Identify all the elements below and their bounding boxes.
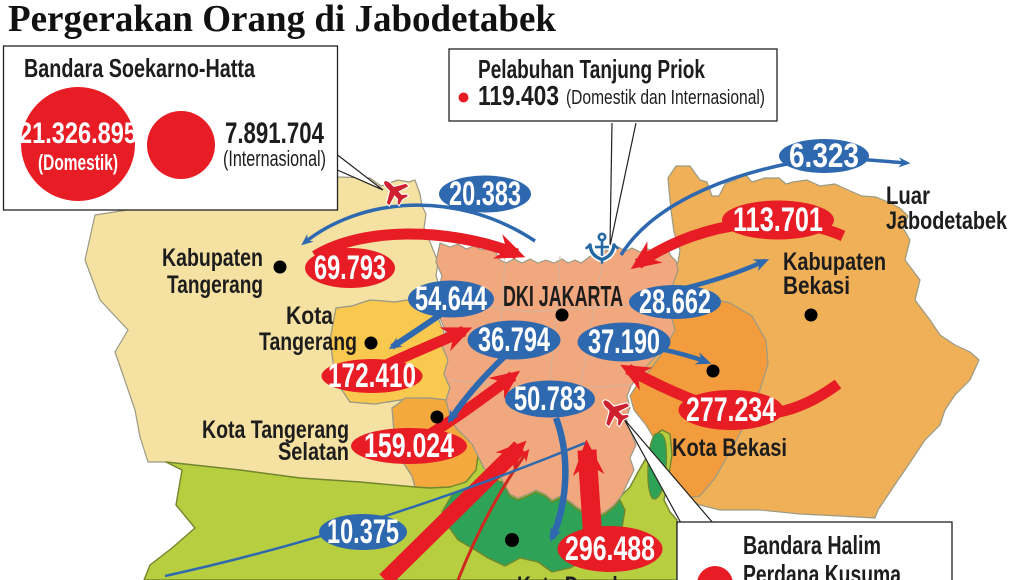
svg-text:Pelabuhan Tanjung Priok: Pelabuhan Tanjung Priok	[478, 54, 705, 84]
svg-text:Pergerakan Orang di Jabodetabe: Pergerakan Orang di Jabodetabek	[8, 0, 557, 40]
svg-text:(Internasional): (Internasional)	[223, 146, 326, 171]
svg-text:Kabupaten: Kabupaten	[783, 248, 886, 276]
svg-text:69.793: 69.793	[314, 249, 386, 287]
svg-text:Kota Bekasi: Kota Bekasi	[672, 434, 787, 462]
svg-text:Kota Tangerang: Kota Tangerang	[202, 416, 349, 444]
svg-text:Luar: Luar	[886, 182, 930, 210]
svg-text:36.794: 36.794	[478, 321, 550, 359]
svg-text:Tangerang: Tangerang	[167, 271, 263, 299]
svg-text:50.783: 50.783	[514, 380, 586, 418]
svg-text:6.323: 6.323	[789, 137, 859, 175]
svg-text:(Domestik): (Domestik)	[38, 150, 118, 175]
svg-text:Selatan: Selatan	[278, 438, 349, 466]
svg-text:113.701: 113.701	[733, 201, 823, 239]
svg-text:296.488: 296.488	[565, 530, 655, 568]
svg-text:Perdana Kusuma: Perdana Kusuma	[743, 559, 901, 580]
svg-text:(Domestik dan Internasional): (Domestik dan Internasional)	[566, 87, 765, 109]
svg-text:10.375: 10.375	[327, 513, 399, 551]
svg-text:Bandara Halim: Bandara Halim	[743, 530, 881, 560]
svg-text:159.024: 159.024	[364, 427, 454, 465]
svg-text:Jabodetabek: Jabodetabek	[886, 207, 1007, 235]
svg-text:Kabupaten: Kabupaten	[162, 244, 263, 272]
svg-text:119.403: 119.403	[478, 80, 559, 111]
svg-text:Bandara Soekarno-Hatta: Bandara Soekarno-Hatta	[24, 53, 255, 83]
svg-text:21.326.895: 21.326.895	[19, 117, 137, 150]
svg-text:28.662: 28.662	[639, 283, 711, 321]
svg-text:Kota: Kota	[286, 302, 334, 330]
svg-text:20.383: 20.383	[449, 175, 521, 213]
svg-text:DKI JAKARTA: DKI JAKARTA	[503, 281, 623, 313]
svg-text:7.891.704: 7.891.704	[225, 117, 324, 150]
svg-text:Tangerang: Tangerang	[259, 328, 357, 356]
svg-text:Bekasi: Bekasi	[783, 272, 850, 300]
svg-text:172.410: 172.410	[328, 357, 416, 395]
svg-text:37.190: 37.190	[588, 323, 660, 361]
svg-text:54.644: 54.644	[415, 280, 487, 318]
svg-text:Kota Depok: Kota Depok	[517, 572, 623, 580]
svg-text:277.234: 277.234	[686, 391, 776, 429]
